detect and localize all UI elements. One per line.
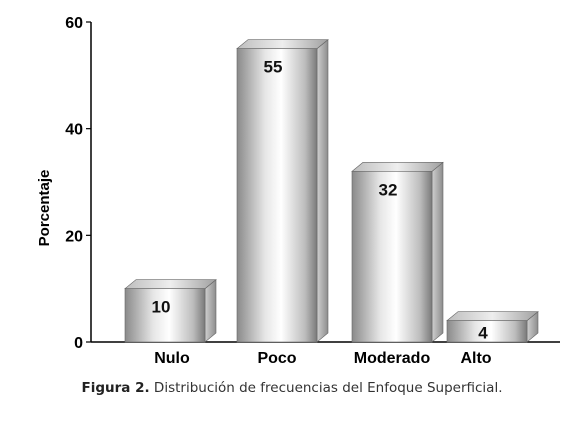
bar-front: [124, 288, 206, 343]
bar-value-label: 4: [478, 323, 488, 342]
bar-moderado: 32: [351, 161, 444, 343]
bar-front: [236, 48, 318, 343]
y-axis-title: Porcentaje: [36, 170, 53, 247]
x-category-label: Poco: [257, 350, 296, 367]
bar-top: [351, 162, 444, 172]
bar-side: [431, 161, 444, 343]
caption-text: Distribución de frecuencias del Enfoque …: [149, 380, 503, 396]
figure-caption: Figura 2. Distribución de frecuencias de…: [0, 380, 584, 396]
bar-top: [446, 311, 539, 321]
y-tick-label: 60: [65, 15, 83, 32]
bar-top: [236, 39, 329, 49]
caption-label: Figura 2.: [81, 380, 150, 396]
bar-value-label: 32: [379, 180, 398, 199]
bar-poco: 55: [236, 39, 329, 343]
bar-front: [351, 171, 433, 343]
x-category-label: Nulo: [154, 350, 190, 367]
bar-value-label: 55: [264, 58, 283, 77]
y-tick-label: 20: [65, 228, 83, 245]
bar-nulo: 10: [124, 279, 217, 343]
bar-value-label: 10: [152, 298, 171, 317]
bar-front: [446, 320, 528, 343]
bar-side: [204, 279, 217, 343]
y-tick-label: 0: [74, 335, 83, 352]
bar-top: [124, 279, 217, 289]
x-category-label: Alto: [460, 350, 491, 367]
bar-alto: 4: [446, 311, 539, 343]
x-category-label: Moderado: [354, 350, 431, 367]
bar-side: [316, 39, 329, 343]
y-tick-label: 40: [65, 122, 83, 139]
